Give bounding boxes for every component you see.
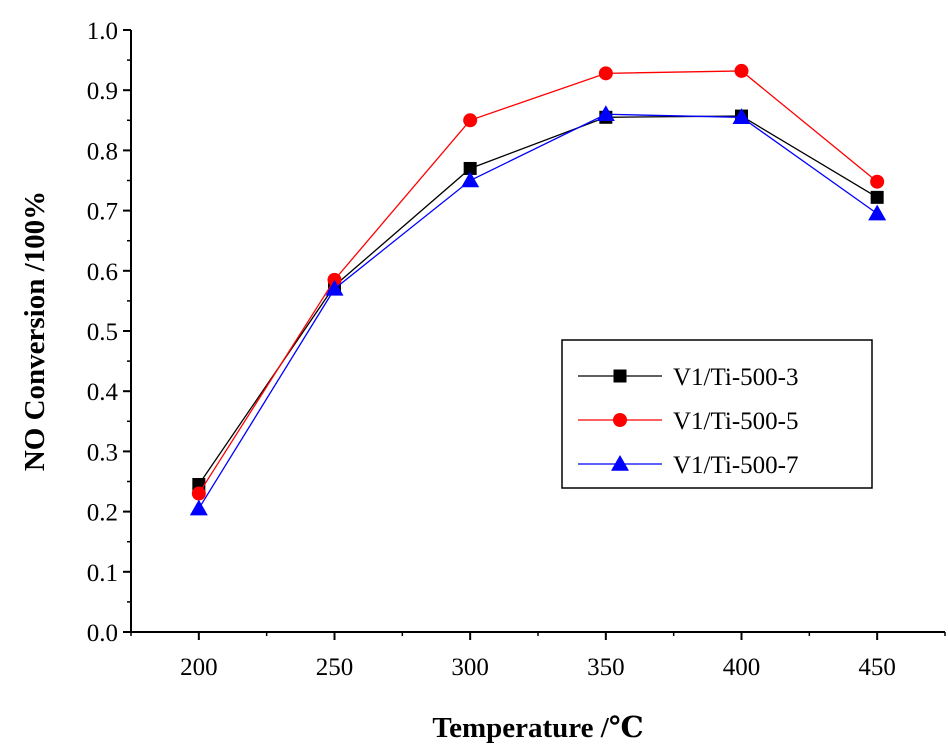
x-tick-label: 200 — [180, 654, 218, 681]
data-point — [598, 66, 613, 81]
legend-label: V1/Ti-500-5 — [673, 408, 799, 435]
y-tick-label: 0.5 — [87, 319, 118, 346]
plot-area — [130, 30, 945, 633]
data-point — [868, 204, 887, 221]
x-tick-label: 400 — [723, 654, 761, 681]
x-tick-label: 300 — [451, 654, 489, 681]
series-line — [198, 113, 878, 509]
data-point — [189, 499, 208, 516]
legend-item: V1/Ti-500-7 — [578, 452, 799, 479]
legend: V1/Ti-500-3 V1/Ti-500-5 V1/Ti-500-7 — [561, 339, 873, 489]
y-tick-label: 0.1 — [87, 560, 118, 587]
y-tick-label: 0.7 — [87, 199, 118, 226]
y-tick-label: 0.0 — [87, 620, 118, 647]
legend-label: V1/Ti-500-3 — [673, 364, 799, 391]
legend-item: V1/Ti-500-3 — [578, 364, 799, 391]
legend-label: V1/Ti-500-7 — [673, 452, 799, 479]
legend-item: V1/Ti-500-5 — [578, 408, 799, 435]
series-3 — [189, 105, 887, 516]
series-layer — [189, 63, 887, 516]
x-axis-title: Temperature /℃ — [432, 712, 643, 744]
x-tick-label: 450 — [858, 654, 896, 681]
y-tick-label: 0.3 — [87, 439, 118, 466]
data-point — [191, 486, 206, 501]
series-line — [198, 115, 878, 485]
data-point — [463, 161, 477, 175]
legend-marker — [613, 413, 627, 427]
data-point — [327, 272, 342, 287]
data-point — [325, 279, 344, 296]
data-point — [870, 190, 884, 204]
data-point — [732, 108, 751, 125]
y-tick-label: 0.6 — [87, 259, 118, 286]
series-line — [198, 70, 878, 494]
y-axis-title: NO Conversion /100% — [19, 191, 51, 471]
x-tick-label: 350 — [587, 654, 625, 681]
legend-marker — [613, 369, 627, 383]
y-axis-ticks: 0.0 0.1 0.2 0.3 0.4 0.5 0.6 0.7 0.8 0.9 1.0 — [87, 18, 131, 647]
series-2 — [191, 63, 885, 501]
y-tick-label: 0.4 — [87, 379, 119, 406]
y-tick-label: 0.9 — [87, 78, 118, 105]
y-tick-label: 0.2 — [87, 500, 118, 527]
data-point — [461, 171, 480, 188]
y-tick-label: 0.8 — [87, 138, 118, 165]
legend-marker — [611, 455, 629, 471]
data-point — [870, 174, 885, 189]
data-point — [463, 113, 478, 128]
data-point — [596, 105, 615, 122]
x-tick-label: 250 — [316, 654, 354, 681]
data-point — [734, 63, 749, 78]
x-axis-ticks: 200 250 300 350 400 450 — [130, 632, 946, 681]
y-tick-label: 1.0 — [87, 18, 118, 45]
legend-box — [561, 339, 873, 489]
